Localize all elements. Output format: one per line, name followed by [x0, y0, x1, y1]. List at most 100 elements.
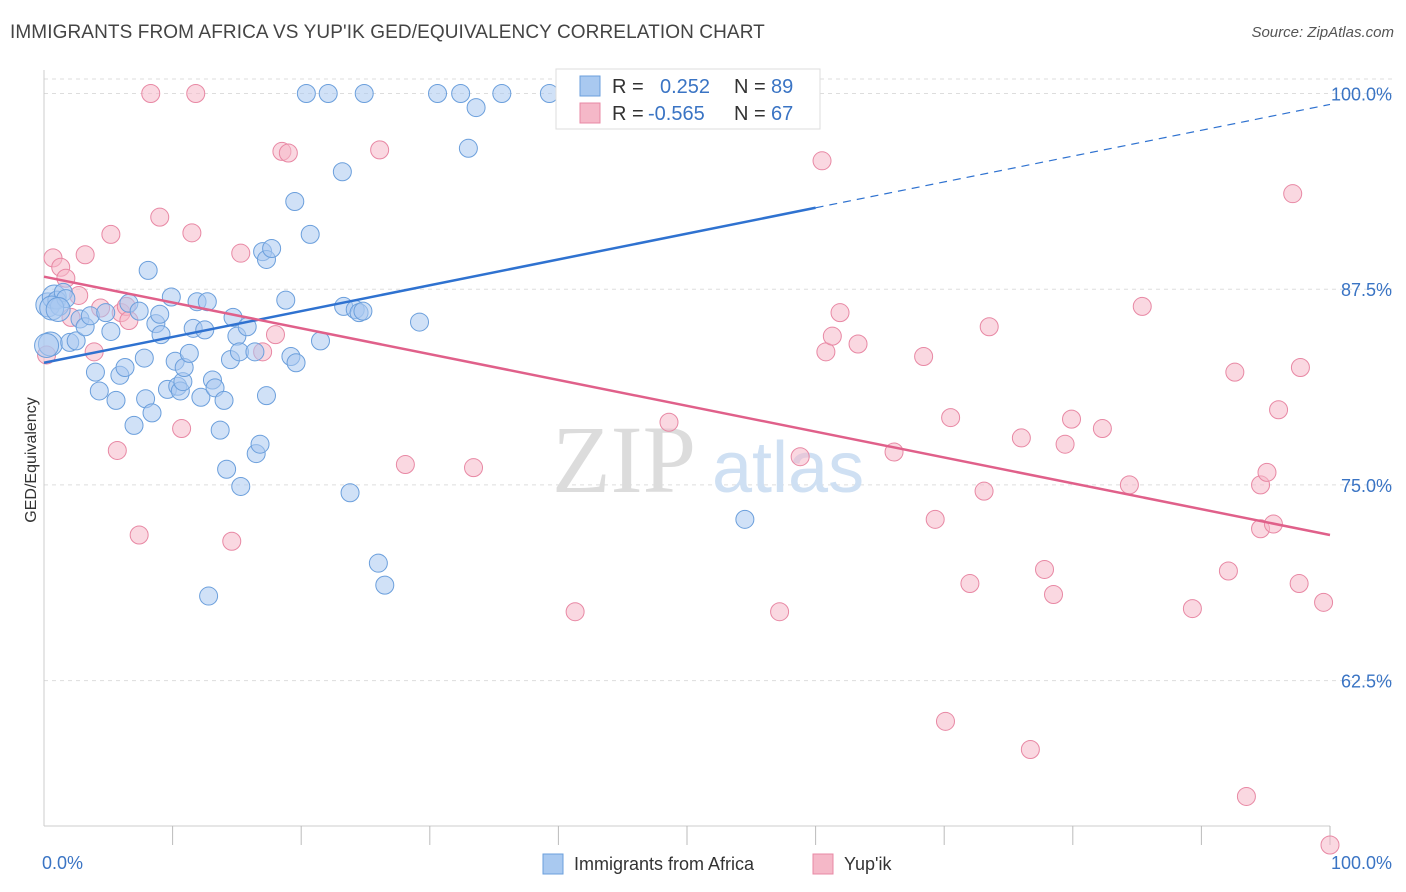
legend-r-value-yupik: -0.565	[648, 103, 705, 125]
axes	[43, 70, 1331, 845]
yupik-point	[101, 224, 121, 244]
yupik-point	[974, 481, 994, 501]
yupik-point	[150, 207, 170, 227]
yupik-point	[1119, 475, 1139, 495]
yupik-point	[1269, 400, 1289, 420]
yupik-point	[1092, 419, 1112, 439]
series-africa	[34, 83, 755, 606]
yupik-point	[1020, 739, 1040, 759]
yupik-point	[790, 447, 810, 467]
y-tick-label: 75.0%	[1341, 476, 1392, 496]
africa-point	[129, 301, 149, 321]
bottom-legend-swatch-yupik[interactable]	[812, 853, 834, 875]
yupik-point	[914, 347, 934, 367]
africa-point	[34, 333, 60, 359]
yupik-point	[182, 223, 202, 243]
yupik-point	[1035, 559, 1055, 579]
yupik-point	[141, 83, 161, 103]
africa-point	[354, 83, 374, 103]
y-tick-label: 100.0%	[1331, 84, 1392, 104]
africa-point	[96, 303, 116, 323]
chart-title: IMMIGRANTS FROM AFRICA VS YUP'IK GED/EQU…	[10, 22, 765, 43]
watermark: ZIP atlas	[552, 406, 864, 513]
yupik-point	[172, 419, 192, 439]
bottom-legend-label-yupik[interactable]: Yup'ik	[844, 854, 892, 874]
africa-point	[428, 83, 448, 103]
yupik-point	[770, 602, 790, 622]
legend-r-label-yupik: R =	[612, 103, 644, 125]
africa-point	[245, 342, 265, 362]
africa-point	[262, 238, 282, 258]
yupik-point	[830, 303, 850, 323]
grid-lines	[44, 78, 1392, 682]
africa-point	[466, 98, 486, 118]
africa-point	[285, 192, 305, 212]
africa-point	[492, 83, 512, 103]
africa-point	[353, 301, 373, 321]
africa-point	[375, 575, 395, 595]
africa-point	[410, 312, 430, 332]
yupik-point	[1011, 428, 1031, 448]
yupik-point	[1320, 835, 1340, 855]
legend-r-label-africa: R =	[612, 76, 644, 98]
africa-point	[368, 553, 388, 573]
bottom-legend-label-africa[interactable]: Immigrants from Africa	[574, 854, 755, 874]
yupik-point	[222, 531, 242, 551]
africa-point	[276, 290, 296, 310]
yupik-point	[1289, 574, 1309, 594]
yupik-point	[231, 243, 251, 263]
yupik-point	[812, 151, 832, 171]
yupik-point	[265, 325, 285, 345]
yupik-point	[935, 711, 955, 731]
y-tick-label: 62.5%	[1341, 672, 1392, 692]
y-tick-labels: 62.5% 75.0% 87.5% 100.0%	[1331, 84, 1392, 691]
yupik-point	[941, 408, 961, 428]
africa-point	[250, 434, 270, 454]
africa-point	[286, 353, 306, 373]
africa-point	[735, 509, 755, 529]
x-tick-label-max: 100.0%	[1331, 853, 1392, 873]
x-tick-labels: 0.0% 100.0%	[42, 853, 1392, 873]
source-label: Source: ZipAtlas.com	[1251, 24, 1394, 41]
yupik-point	[960, 574, 980, 594]
africa-point	[89, 381, 109, 401]
yupik-point	[1314, 592, 1334, 612]
africa-point	[300, 224, 320, 244]
yupik-point	[1132, 296, 1152, 316]
yupik-point	[925, 509, 945, 529]
africa-point	[179, 343, 199, 363]
africa-point	[142, 403, 162, 423]
africa-point	[340, 483, 360, 503]
yupik-point	[1290, 357, 1310, 377]
africa-point	[318, 83, 338, 103]
yupik-point	[1055, 434, 1075, 454]
yupik-point	[107, 440, 127, 460]
africa-point	[138, 260, 158, 280]
yupik-point	[979, 317, 999, 337]
yupik-point	[822, 326, 842, 346]
africa-point	[106, 390, 126, 410]
africa-point	[214, 390, 234, 410]
series-legend: Immigrants from Africa Yup'ik	[542, 853, 892, 875]
yupik-point	[1236, 786, 1256, 806]
bottom-legend-swatch-africa[interactable]	[542, 853, 564, 875]
yupik-point	[1257, 462, 1277, 482]
legend-n-value-africa: 89	[771, 76, 793, 98]
yupik-point	[464, 458, 484, 478]
yupik-point	[75, 245, 95, 265]
yupik-point	[129, 525, 149, 545]
y-axis-title: GED/Equivalency	[23, 397, 40, 522]
legend-n-label-africa: N =	[734, 76, 766, 98]
africa-point	[199, 586, 219, 606]
legend-swatch-africa	[579, 75, 601, 97]
africa-point	[256, 386, 276, 406]
africa-point	[66, 331, 86, 351]
africa-point	[150, 304, 170, 324]
africa-trend-line	[43, 206, 816, 365]
y-tick-label: 87.5%	[1341, 280, 1392, 300]
yupik-point	[1182, 599, 1202, 619]
yupik-point	[565, 602, 585, 622]
x-tick-label-min: 0.0%	[42, 853, 83, 873]
africa-point	[296, 83, 316, 103]
yupik-point	[278, 143, 298, 163]
